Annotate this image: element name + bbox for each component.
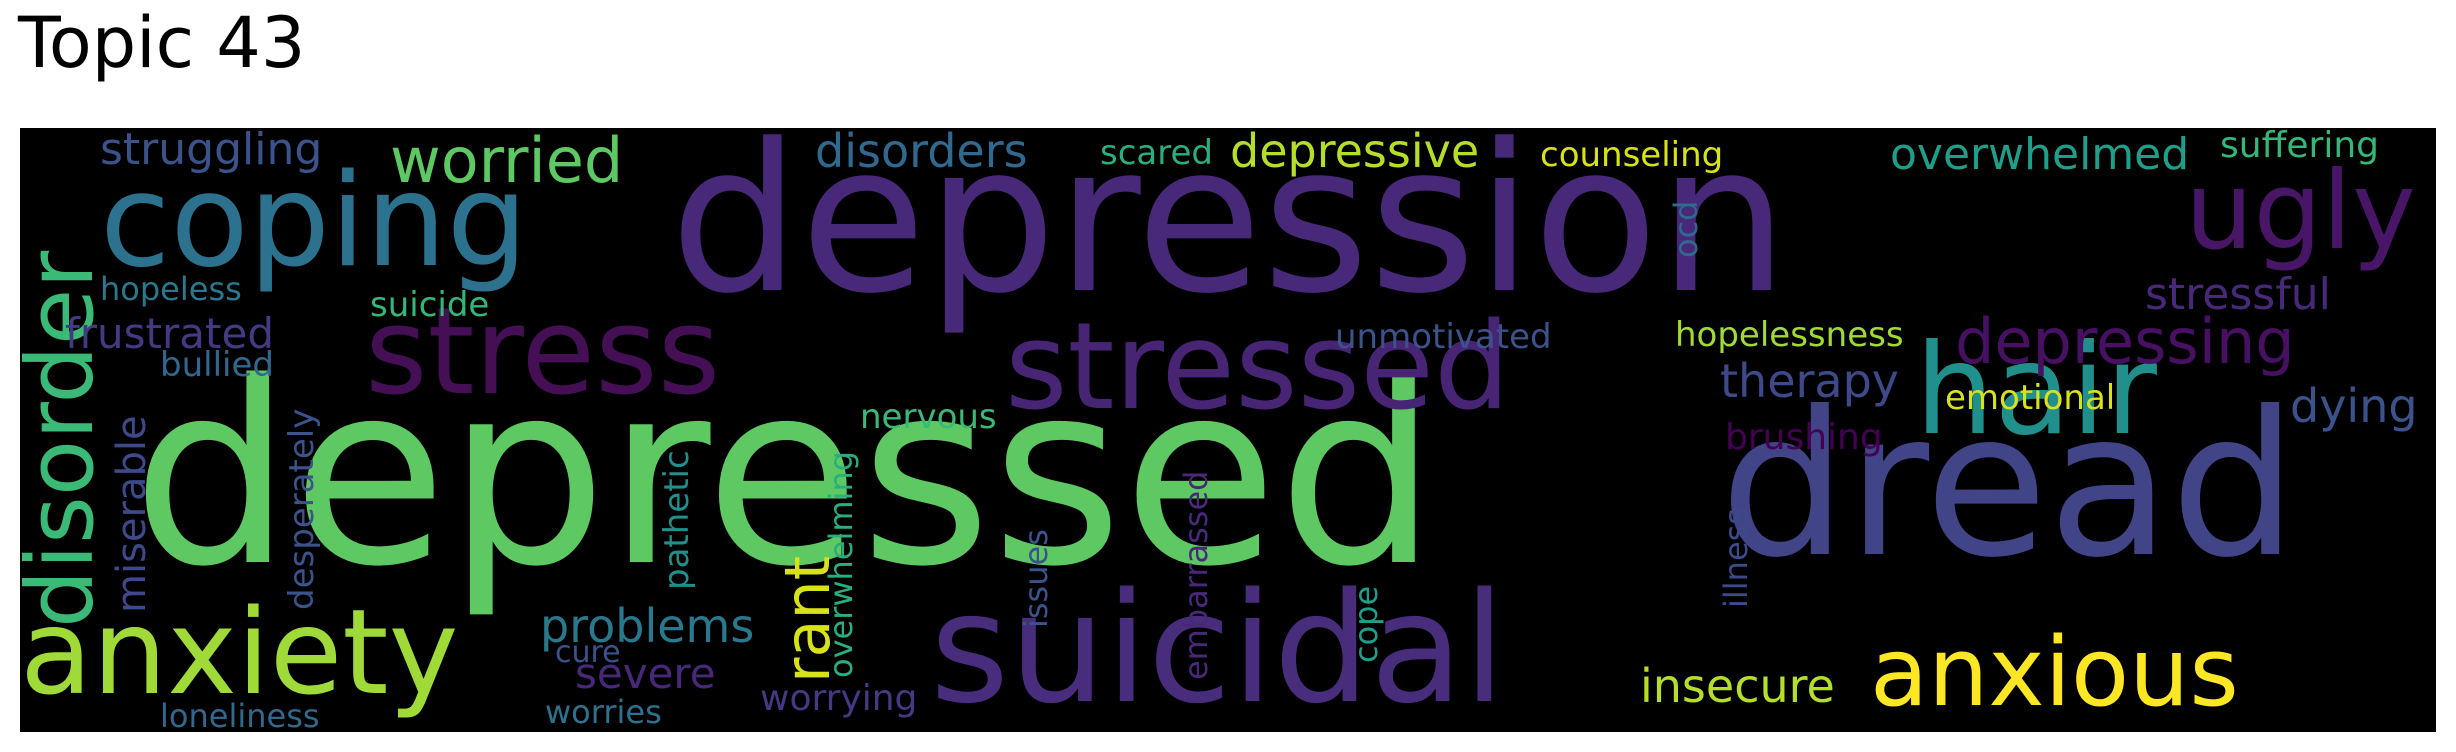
word-unmotivated: unmotivated — [1335, 317, 1552, 357]
word-brushing: brushing — [1725, 417, 1883, 458]
word-miserable: miserable — [109, 415, 155, 613]
word-pathetic: pathetic — [657, 450, 697, 590]
word-embarrassed: embarrassed — [1177, 470, 1215, 680]
word-scared: scared — [1100, 133, 1213, 173]
word-worried: worried — [390, 128, 624, 197]
word-coping: coping — [100, 147, 528, 296]
word-stressful: stressful — [2145, 269, 2331, 320]
word-issues: issues — [1017, 529, 1055, 628]
word-depressing: depressing — [1955, 305, 2295, 378]
word-desperately: desperately — [282, 408, 322, 610]
word-depressive: depressive — [1230, 128, 1480, 178]
word-loneliness: loneliness — [160, 697, 320, 732]
word-nervous: nervous — [860, 397, 997, 437]
word-emotional: emotional — [1945, 378, 2116, 418]
word-overwhelmed: overwhelmed — [1890, 129, 2190, 180]
word-suffering: suffering — [2220, 128, 2379, 166]
word-stressed: stressed — [1005, 298, 1511, 437]
word-worries: worries — [545, 693, 662, 731]
word-struggling: struggling — [100, 128, 323, 175]
word-severe: severe — [575, 649, 716, 698]
page-title: Topic 43 — [18, 2, 306, 84]
word-suicidal: suicidal — [930, 560, 1506, 732]
word-frustrated: frustrated — [65, 309, 274, 358]
word-hair: hair — [1915, 318, 2157, 463]
word-hopeless: hopeless — [100, 270, 242, 308]
word-cope: cope — [1347, 585, 1385, 663]
word-dread: dread — [1720, 369, 2298, 602]
word-worrying: worrying — [760, 678, 918, 719]
word-overwhelming: overwhelming — [822, 450, 860, 678]
word-problems: problems — [540, 599, 755, 653]
word-insecure: insecure — [1640, 659, 1835, 713]
word-cloud: depression depressed dread suicidal stre… — [20, 128, 2436, 732]
word-suicide: suicide — [370, 285, 490, 325]
word-counseling: counseling — [1540, 135, 1724, 175]
word-ocd: ocd — [1667, 200, 1705, 258]
word-illness: illness — [1717, 508, 1755, 608]
word-anxious: anxious — [1870, 618, 2239, 728]
word-depression: depression — [670, 128, 1789, 339]
word-stress: stress — [365, 283, 721, 422]
word-therapy: therapy — [1720, 354, 1900, 408]
word-bullied: bullied — [160, 345, 274, 385]
word-cure: cure — [555, 635, 621, 670]
word-ugly: ugly — [2185, 149, 2416, 274]
word-depressed: depressed — [132, 329, 1438, 622]
word-anxiety: anxiety — [20, 583, 459, 721]
word-dying: dying — [2290, 379, 2418, 433]
word-disorder: disorder — [20, 250, 114, 628]
word-disorders: disorders — [815, 128, 1028, 178]
word-hopelessness: hopelessness — [1675, 315, 1904, 355]
